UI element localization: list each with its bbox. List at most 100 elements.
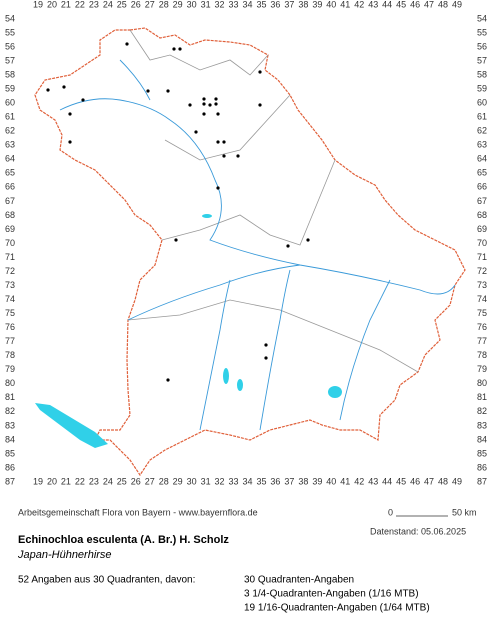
row-label: 71 — [477, 252, 487, 262]
row-label: 63 — [5, 140, 15, 150]
row-label: 71 — [5, 252, 15, 262]
row-label: 65 — [477, 168, 487, 178]
row-label: 61 — [477, 112, 487, 122]
row-label: 56 — [477, 41, 487, 51]
summary: 52 Angaben aus 30 Quadranten, davon: — [18, 575, 195, 586]
row-label: 75 — [5, 308, 15, 318]
row-label: 70 — [477, 238, 487, 248]
column-label: 38 — [298, 0, 308, 9]
row-label: 68 — [477, 210, 487, 220]
row-label: 82 — [477, 406, 487, 416]
row-label: 54 — [477, 13, 487, 23]
column-label: 45 — [396, 0, 406, 9]
column-label: 29 — [173, 0, 183, 9]
column-label: 49 — [452, 476, 462, 486]
row-label: 83 — [5, 420, 15, 430]
row-label: 69 — [477, 224, 487, 234]
column-label: 42 — [354, 476, 364, 486]
column-label: 43 — [368, 476, 378, 486]
column-label: 36 — [270, 476, 280, 486]
column-label: 22 — [75, 0, 85, 9]
row-label: 85 — [5, 448, 15, 458]
column-label: 32 — [215, 0, 225, 9]
scale-end: 50 km — [452, 507, 477, 517]
column-label: 31 — [201, 0, 211, 9]
title: Echinochloa esculenta (A. Br.) H. Scholz — [18, 534, 229, 546]
column-label: 27 — [145, 0, 155, 9]
row-label: 76 — [477, 322, 487, 332]
column-label: 39 — [312, 476, 322, 486]
column-label: 21 — [61, 476, 71, 486]
row-label: 81 — [477, 392, 487, 402]
detail: 3 1/4-Quadranten-Angaben (1/16 MTB) — [244, 589, 419, 600]
occurrence-dots — [46, 42, 310, 382]
row-label: 73 — [477, 280, 487, 290]
row-label: 58 — [5, 69, 15, 79]
row-label: 67 — [5, 196, 15, 206]
row-label: 56 — [5, 41, 15, 51]
column-label: 34 — [242, 476, 252, 486]
column-label: 47 — [424, 0, 434, 9]
column-label: 44 — [382, 0, 392, 9]
column-label: 41 — [340, 0, 350, 9]
row-label: 55 — [5, 27, 15, 37]
row-label: 61 — [5, 112, 15, 122]
column-label: 24 — [103, 476, 113, 486]
column-label: 28 — [159, 476, 169, 486]
column-label: 22 — [75, 476, 85, 486]
row-label: 66 — [477, 182, 487, 192]
row-label: 75 — [477, 308, 487, 318]
row-label: 81 — [5, 392, 15, 402]
row-label: 59 — [477, 84, 487, 94]
column-label: 49 — [452, 0, 462, 9]
row-label: 74 — [5, 294, 15, 304]
subtitle: Japan-Hühnerhirse — [17, 549, 112, 561]
row-label: 84 — [477, 434, 487, 444]
row-label: 72 — [5, 266, 15, 276]
column-label: 43 — [368, 0, 378, 9]
column-label: 46 — [410, 476, 420, 486]
row-label: 77 — [477, 336, 487, 346]
column-label: 21 — [61, 0, 71, 9]
column-label: 26 — [131, 0, 141, 9]
row-label: 64 — [477, 154, 487, 164]
row-label: 87 — [5, 476, 15, 486]
row-label: 63 — [477, 140, 487, 150]
row-label: 86 — [477, 462, 487, 472]
row-label: 86 — [5, 462, 15, 472]
column-label: 47 — [424, 476, 434, 486]
column-label: 31 — [201, 476, 211, 486]
column-label: 29 — [173, 476, 183, 486]
state-border — [34, 27, 466, 477]
column-label: 48 — [438, 476, 448, 486]
column-label: 25 — [117, 0, 127, 9]
column-label: 24 — [103, 0, 113, 9]
row-label: 59 — [5, 84, 15, 94]
column-label: 46 — [410, 0, 420, 9]
row-label: 58 — [477, 69, 487, 79]
district-borders — [127, 29, 419, 373]
column-label: 44 — [382, 476, 392, 486]
column-label: 40 — [326, 0, 336, 9]
column-label: 45 — [396, 476, 406, 486]
row-label: 68 — [5, 210, 15, 220]
column-label: 35 — [256, 476, 266, 486]
row-label: 80 — [5, 378, 15, 388]
column-label: 34 — [242, 0, 252, 9]
row-label: 72 — [477, 266, 487, 276]
column-label: 28 — [159, 0, 169, 9]
row-label: 79 — [477, 364, 487, 374]
row-label: 60 — [477, 98, 487, 108]
column-label: 27 — [145, 476, 155, 486]
row-label: 83 — [477, 420, 487, 430]
row-label: 66 — [5, 182, 15, 192]
rivers — [59, 59, 456, 431]
column-label: 33 — [229, 476, 239, 486]
column-label: 25 — [117, 476, 127, 486]
column-label: 37 — [284, 0, 294, 9]
row-label: 87 — [477, 476, 487, 486]
column-label: 40 — [326, 476, 336, 486]
row-label: 69 — [5, 224, 15, 234]
column-label: 39 — [312, 0, 322, 9]
